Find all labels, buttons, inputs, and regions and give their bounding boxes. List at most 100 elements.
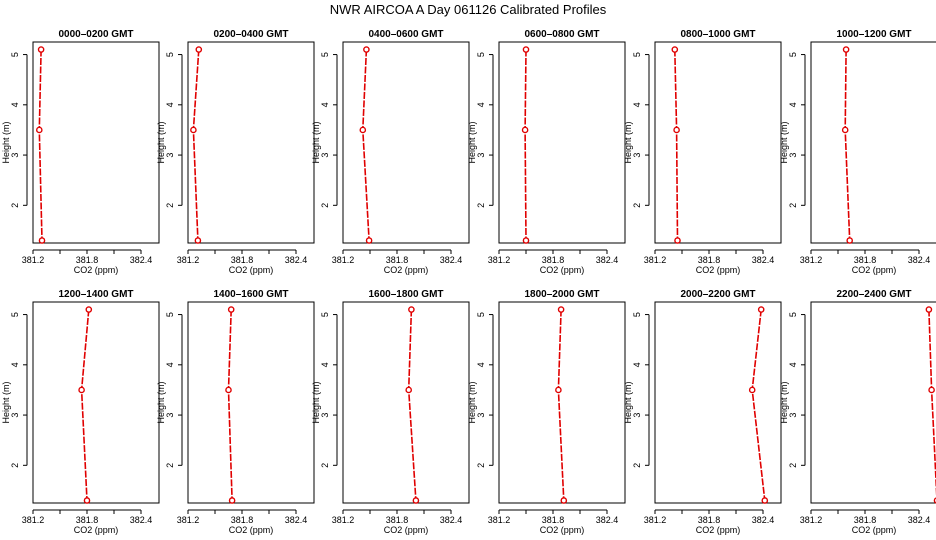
plot-frame	[32, 301, 160, 504]
panel-6: 1200–1400 GMT 381.2 381.8 382.4 CO2 (ppm) 2 3 4…	[1, 289, 160, 535]
data-point	[522, 237, 530, 244]
data-point	[673, 126, 680, 134]
x-axis-label: CO2 (ppm)	[540, 525, 585, 535]
plot-frame	[187, 41, 315, 244]
x-tick-label: 381.8	[76, 255, 99, 265]
profile-line	[361, 49, 370, 241]
profile-line	[38, 49, 43, 241]
data-point	[78, 386, 85, 394]
panel-11: 2200–2400 GMT 381.2 381.8 382.4 CO2 (ppm) 2 3 4…	[779, 289, 936, 535]
panel-title: 1400–1600 GMT	[213, 289, 288, 300]
plot-frame	[187, 301, 315, 504]
plot-frame	[498, 41, 626, 244]
y-tick-label: 5	[320, 52, 330, 57]
y-tick-label: 4	[165, 102, 175, 107]
y-tick-label: 4	[10, 102, 20, 107]
y-tick-label: 3	[320, 413, 330, 418]
panel-10: 2000–2200 GMT 381.2 381.8 382.4 CO2 (ppm) 2 3 4…	[623, 289, 782, 535]
x-tick-label: 381.8	[698, 255, 721, 265]
profile-line	[407, 309, 417, 501]
x-tick-label: 381.2	[332, 515, 355, 525]
panel-2: 0400–0600 GMT 381.2 381.8 382.4 CO2 (ppm) 2 3 4…	[311, 29, 470, 275]
x-tick-label: 382.4	[596, 255, 619, 265]
x-tick-label: 381.8	[76, 515, 99, 525]
y-tick-label: 3	[632, 153, 642, 158]
x-tick-label: 382.4	[130, 255, 153, 265]
data-point	[674, 237, 681, 244]
y-tick-label: 4	[632, 362, 642, 367]
x-tick-label: 381.2	[800, 255, 823, 265]
y-tick-label: 4	[788, 362, 798, 367]
y-tick-label: 3	[788, 153, 798, 158]
y-axis-label: Height (m)	[467, 121, 477, 163]
x-tick-label: 382.4	[908, 255, 931, 265]
data-point	[560, 497, 568, 504]
profile-line	[557, 309, 565, 501]
x-axis-label: CO2 (ppm)	[852, 525, 897, 535]
panel-3: 0600–0800 GMT 381.2 381.8 382.4 CO2 (ppm) 2 3 4…	[467, 29, 626, 275]
plot-frame	[810, 41, 936, 244]
x-tick-label: 381.2	[488, 255, 511, 265]
panel-title: 0800–1000 GMT	[680, 29, 755, 40]
data-point	[925, 306, 933, 313]
chart-title: NWR AIRCOA A Day 061126 Calibrated Profi…	[330, 2, 607, 17]
y-tick-label: 2	[165, 463, 175, 468]
x-tick-label: 382.4	[440, 255, 463, 265]
x-tick-label: 381.8	[542, 255, 565, 265]
x-tick-label: 381.8	[231, 255, 254, 265]
y-tick-label: 4	[320, 102, 330, 107]
y-tick-label: 5	[632, 52, 642, 57]
x-tick-label: 381.2	[644, 515, 667, 525]
data-point	[194, 237, 202, 244]
y-tick-label: 2	[632, 463, 642, 468]
data-point	[37, 46, 45, 53]
y-tick-label: 3	[320, 153, 330, 158]
profile-line	[80, 309, 90, 501]
data-point	[412, 497, 420, 504]
y-tick-label: 3	[476, 153, 486, 158]
data-point	[748, 386, 756, 394]
plot-frame	[342, 41, 470, 244]
y-tick-label: 5	[10, 52, 20, 57]
data-point	[408, 306, 415, 313]
panel-title: 0400–0600 GMT	[368, 29, 443, 40]
y-tick-label: 5	[320, 312, 330, 317]
x-tick-label: 381.8	[386, 255, 409, 265]
x-tick-label: 382.4	[285, 255, 308, 265]
x-axis-label: CO2 (ppm)	[696, 265, 741, 275]
plot-frame	[654, 41, 782, 244]
y-tick-label: 2	[788, 463, 798, 468]
x-tick-label: 381.8	[542, 515, 565, 525]
y-tick-label: 4	[320, 362, 330, 367]
data-point	[842, 46, 850, 53]
y-tick-label: 3	[632, 413, 642, 418]
data-point	[83, 497, 91, 504]
data-point	[85, 306, 93, 313]
panel-5: 1000–1200 GMT 381.2 381.8 382.4 CO2 (ppm) 2 3 4…	[779, 29, 936, 275]
x-axis-label: CO2 (ppm)	[229, 265, 274, 275]
y-tick-label: 3	[476, 413, 486, 418]
plot-frame	[342, 301, 470, 504]
profile-line	[844, 49, 851, 241]
panel-0: 0000–0200 GMT 381.2 381.8 382.4 CO2 (ppm) 2 3 4…	[1, 29, 160, 275]
y-axis-label: Height (m)	[1, 121, 11, 163]
data-point	[190, 126, 197, 134]
y-tick-label: 5	[788, 52, 798, 57]
y-tick-label: 4	[788, 102, 798, 107]
x-tick-label: 382.4	[596, 515, 619, 525]
y-tick-label: 5	[632, 312, 642, 317]
y-tick-label: 5	[10, 312, 20, 317]
panel-title: 1800–2000 GMT	[524, 289, 599, 300]
y-axis-label: Height (m)	[779, 381, 789, 423]
y-axis-label: Height (m)	[779, 121, 789, 163]
y-tick-label: 4	[476, 102, 486, 107]
x-tick-label: 382.4	[908, 515, 931, 525]
y-tick-label: 3	[165, 153, 175, 158]
panel-7: 1400–1600 GMT 381.2 381.8 382.4 CO2 (ppm) 2 3 4…	[156, 289, 315, 535]
y-axis-label: Height (m)	[623, 381, 633, 423]
y-axis-label: Height (m)	[1, 381, 11, 423]
y-tick-label: 3	[165, 413, 175, 418]
x-axis-label: CO2 (ppm)	[384, 265, 429, 275]
y-axis-label: Height (m)	[467, 381, 477, 423]
y-tick-label: 5	[476, 52, 486, 57]
